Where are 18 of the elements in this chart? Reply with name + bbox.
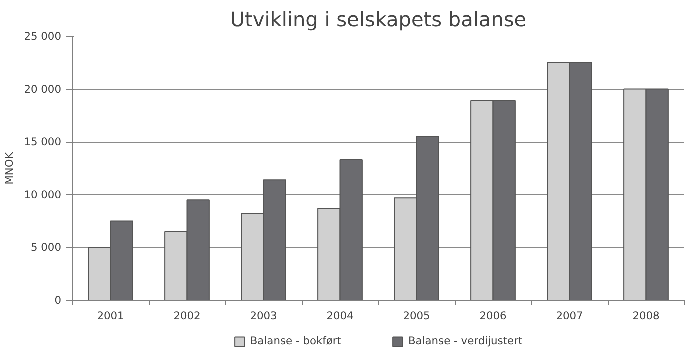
legend-label: Balanse - bokført bbox=[250, 334, 342, 348]
x-tick-label: 2007 bbox=[556, 310, 584, 322]
y-tick-label: 25 000 bbox=[24, 30, 62, 43]
x-tick-label: 2005 bbox=[403, 310, 430, 322]
y-tick-label: 0 bbox=[54, 294, 62, 307]
y-tick-label: 20 000 bbox=[24, 82, 62, 96]
x-tick-label: 2008 bbox=[632, 310, 660, 322]
x-tick-label: 2003 bbox=[250, 310, 278, 322]
x-tick-label: 2001 bbox=[97, 310, 124, 322]
legend-label: Balanse - verdijustert bbox=[408, 334, 523, 348]
y-axis-title: MNOK bbox=[3, 151, 16, 185]
x-tick-label: 2002 bbox=[174, 310, 201, 322]
x-tick-label: 2006 bbox=[480, 310, 508, 322]
y-tick-label: 5 000 bbox=[30, 241, 62, 254]
y-tick-label: 15 000 bbox=[24, 136, 62, 149]
y-tick-label: 10 000 bbox=[24, 188, 62, 202]
x-tick-label: 2004 bbox=[326, 310, 354, 322]
chart-title: Utvikling i selskapets balanse bbox=[230, 8, 527, 32]
